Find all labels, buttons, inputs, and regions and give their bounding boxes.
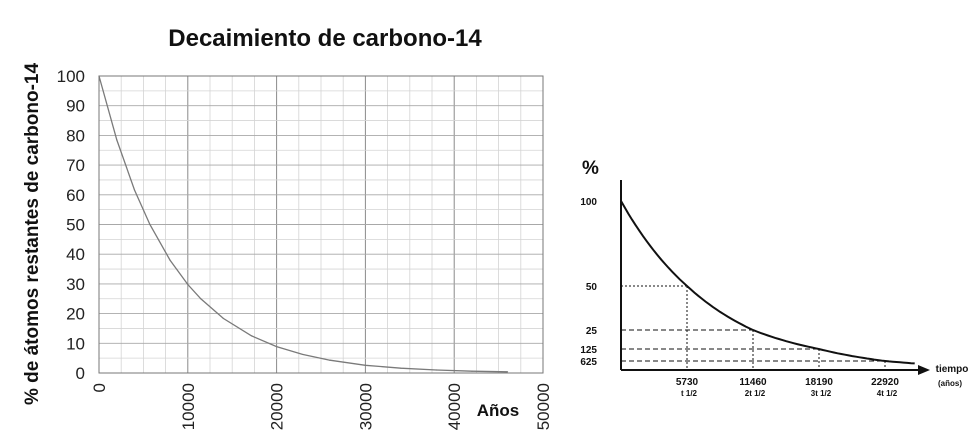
right-x-label: 18190 (805, 377, 833, 388)
right-x-axis-unit: (años) (938, 379, 962, 388)
data-point (222, 317, 224, 319)
right-x-sublabel: 2t 1/2 (745, 389, 766, 398)
y-tick-label: 90 (66, 97, 85, 116)
y-tick-label: 20 (66, 305, 85, 324)
right-x-label: 11460 (739, 377, 767, 388)
y-tick-label: 30 (66, 275, 85, 294)
decay-chart-left: Decaimiento de carbono-14 0 10 20 30 40 50 60 7… (22, 25, 553, 430)
right-x-label: 5730 (676, 377, 699, 388)
left-plot-frame (98, 75, 544, 374)
chart-title: Decaimiento de carbono-14 (168, 25, 482, 52)
right-decay-curve (620, 200, 915, 365)
x-tick-label: 40000 (445, 383, 464, 430)
right-x-sublabel: 4t 1/2 (877, 389, 898, 398)
y-tick-label: 70 (66, 156, 85, 175)
right-y-label: 50 (586, 282, 598, 293)
data-point (169, 259, 171, 261)
data-point (301, 353, 304, 356)
right-x-sublabel: t 1/2 (681, 389, 698, 398)
right-y-axis-label: % (582, 158, 599, 179)
data-point (329, 359, 331, 361)
left-x-tick-labels: 0 10000 20000 30000 40000 50000 (90, 383, 553, 430)
data-point (116, 139, 118, 141)
right-y-label: 125 (580, 345, 597, 356)
right-guide-lines (621, 285, 886, 370)
x-tick-label: 20000 (268, 383, 287, 430)
data-point (276, 345, 278, 348)
data-point (133, 189, 136, 191)
data-point (251, 335, 253, 337)
left-grid (98, 75, 544, 374)
data-point (400, 367, 402, 369)
data-point (149, 223, 151, 226)
right-x-label: 22920 (871, 377, 899, 388)
x-tick-label: 50000 (534, 383, 553, 430)
y-tick-label: 50 (66, 216, 85, 235)
right-x-sublabel: 3t 1/2 (811, 389, 832, 398)
right-x-axis-label: tiempo (936, 364, 969, 375)
data-point (506, 371, 509, 373)
x-tick-label: 30000 (356, 383, 375, 430)
y-tick-label: 80 (66, 126, 85, 145)
y-tick-label: 60 (66, 186, 85, 205)
right-y-label: 100 (580, 197, 597, 208)
data-point (471, 370, 473, 372)
left-y-tick-labels: 0 10 20 30 40 50 60 70 80 90 100 (57, 67, 85, 383)
data-point (435, 369, 438, 371)
right-y-label: 625 (580, 357, 597, 368)
right-y-label: 25 (586, 326, 598, 337)
y-tick-label: 0 (76, 364, 85, 383)
data-point (364, 364, 366, 366)
y-axis-label: % de átomos restantes de carbono-14 (22, 63, 43, 406)
data-point (187, 283, 189, 286)
x-tick-label: 0 (90, 383, 109, 392)
y-tick-label: 40 (66, 245, 85, 264)
data-point (98, 75, 100, 77)
x-axis-label: Años (477, 401, 520, 420)
y-tick-label: 10 (66, 334, 85, 353)
data-point (200, 298, 202, 300)
right-x-axis-arrow (918, 365, 930, 375)
x-tick-label: 10000 (179, 383, 198, 430)
y-tick-label: 100 (57, 67, 85, 86)
